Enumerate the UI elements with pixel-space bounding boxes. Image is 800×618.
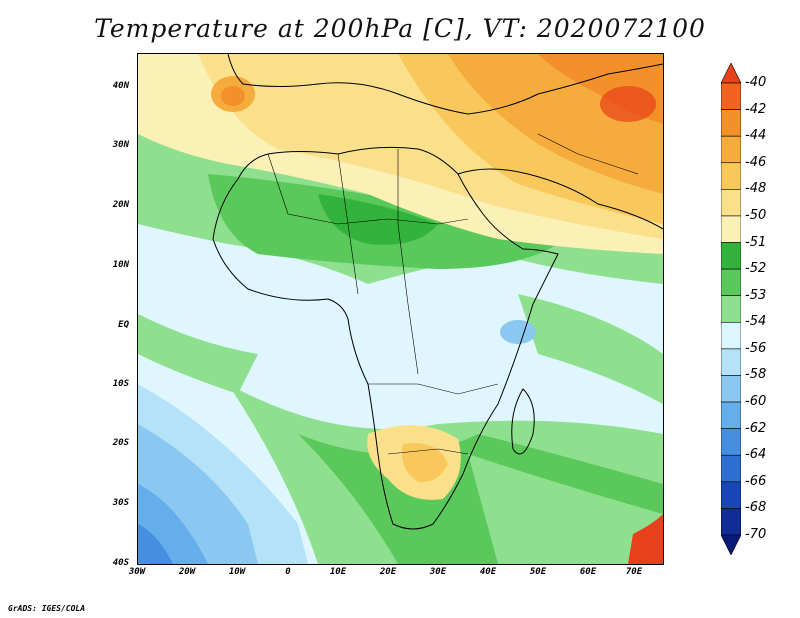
colorbar-label: -48 xyxy=(745,181,767,197)
lon-label: 40E xyxy=(479,567,497,577)
colorbar-label: -46 xyxy=(745,154,767,170)
colorbar-label: -44 xyxy=(745,128,767,144)
lat-label: EQ xyxy=(118,320,129,330)
colorbar-swatch xyxy=(721,242,741,270)
africa-coastline xyxy=(212,146,559,530)
colorbar xyxy=(721,63,741,555)
colorbar-label: -62 xyxy=(745,420,767,436)
lon-label: 60E xyxy=(579,567,597,577)
border-line xyxy=(337,153,359,295)
lon-label: 50E xyxy=(529,567,547,577)
coastlines xyxy=(212,54,663,530)
colorbar-swatch xyxy=(721,534,741,555)
border-line xyxy=(537,133,639,175)
colorbar-swatch xyxy=(721,508,741,536)
colorbar-swatch xyxy=(721,321,741,350)
border-line xyxy=(368,383,499,395)
colorbar-swatch xyxy=(721,348,741,376)
lon-label: 10W xyxy=(228,567,246,577)
colorbar-swatch xyxy=(721,82,741,110)
colorbar-swatch xyxy=(721,189,741,217)
field-light-green-se xyxy=(468,454,663,564)
field-dark-green-sahel xyxy=(318,194,438,245)
colorbar-swatch xyxy=(721,135,741,164)
colorbar-label: -42 xyxy=(745,101,767,117)
field-warm-orange-iberia xyxy=(221,86,245,106)
colorbar-label: -68 xyxy=(745,500,767,516)
colorbar-label: -53 xyxy=(745,287,767,303)
borders xyxy=(267,133,639,455)
lat-label: 40S xyxy=(112,558,129,568)
temperature-map xyxy=(137,53,664,565)
lat-label: 30S xyxy=(112,498,129,508)
map-title: Temperature at 200hPa [C], VT: 202007210… xyxy=(94,14,706,43)
colorbar-swatch xyxy=(721,215,741,243)
colorbar-label: -66 xyxy=(745,473,767,489)
colorbar-swatch xyxy=(721,454,741,483)
madagascar-coastline xyxy=(511,388,535,455)
colorbar-swatch xyxy=(721,162,741,190)
lat-label: 20S xyxy=(112,438,129,448)
lon-label: 20E xyxy=(379,567,397,577)
lon-label: 10E xyxy=(329,567,347,577)
colorbar-swatch xyxy=(721,375,741,403)
colorbar-label: -51 xyxy=(745,234,767,250)
lon-label: 30W xyxy=(128,567,146,577)
border-line xyxy=(397,149,419,375)
field-light-orange-southern-africa xyxy=(402,443,448,483)
colorbar-swatch xyxy=(721,109,741,137)
colorbar-label: -52 xyxy=(745,261,767,277)
arabia-coastline xyxy=(457,168,663,230)
map-field xyxy=(138,54,663,564)
field-red-spot-ne xyxy=(600,86,656,122)
colorbar-swatch xyxy=(721,268,741,297)
mediterranean-coastline xyxy=(227,54,663,115)
lat-label: 20N xyxy=(112,200,129,210)
lat-label: 10N xyxy=(112,260,129,270)
lon-label: 70E xyxy=(625,567,643,577)
lat-label: 30N xyxy=(112,140,129,150)
border-line xyxy=(387,448,469,455)
colorbar-swatch xyxy=(721,63,741,84)
colorbar-swatch xyxy=(721,401,741,429)
colorbar-label: -56 xyxy=(745,340,767,356)
lon-label: 20W xyxy=(178,567,196,577)
field-light-green-east xyxy=(518,294,663,404)
lat-label: 10S xyxy=(112,379,129,389)
field-blue-east-africa xyxy=(500,320,536,344)
field-deep-blue-sw xyxy=(138,524,173,564)
colorbar-label: -58 xyxy=(745,367,767,383)
colorbar-label: -40 xyxy=(745,75,767,90)
field-light-green-west xyxy=(138,314,258,394)
colorbar-label: -54 xyxy=(745,314,767,330)
lat-label: 40N xyxy=(112,81,129,91)
colorbar-swatch xyxy=(721,428,741,456)
colorbar-swatch xyxy=(721,481,741,509)
colorbar-label: -50 xyxy=(745,207,767,223)
lon-label: 0 xyxy=(285,567,291,577)
colorbar-swatch xyxy=(721,295,741,323)
border-line xyxy=(267,153,469,225)
footer-credit: GrADS: IGES/COLA xyxy=(8,604,86,613)
lon-label: 30E xyxy=(429,567,447,577)
colorbar-label: -64 xyxy=(745,447,767,463)
colorbar-label: -70 xyxy=(745,527,767,542)
colorbar-label: -60 xyxy=(745,394,767,410)
field-red-spot-se xyxy=(628,514,663,564)
